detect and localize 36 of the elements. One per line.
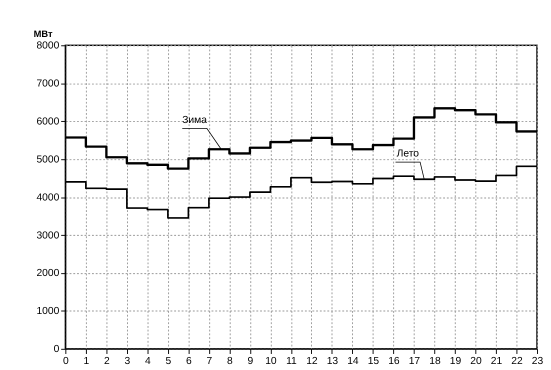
x-tick-label: 10 — [265, 356, 277, 368]
x-tick-label: 23 — [532, 356, 544, 368]
x-tick-label: 12 — [306, 356, 318, 368]
x-tick-label: 21 — [490, 356, 502, 368]
x-tick-label: 13 — [326, 356, 338, 368]
x-tick-label: 11 — [286, 356, 298, 368]
y-axis-title: МВт — [34, 28, 54, 39]
y-tick-label: 5000 — [36, 154, 60, 166]
x-tick-label: 6 — [186, 356, 192, 368]
x-tick-label: 16 — [388, 356, 400, 368]
y-tick-label: 2000 — [36, 268, 60, 280]
x-tick-label: 7 — [206, 356, 213, 368]
y-tick-label: 6000 — [36, 116, 60, 128]
x-tick-label: 18 — [429, 356, 441, 368]
x-tick-label: 9 — [248, 356, 254, 368]
y-tick-label: 7000 — [36, 78, 60, 90]
x-tick-label: 15 — [368, 356, 380, 368]
x-tick-label: 19 — [450, 356, 462, 368]
x-tick-label: 1 — [83, 356, 90, 368]
y-tick-label: 1000 — [36, 306, 60, 318]
x-tick-label: 2 — [104, 356, 110, 368]
x-tick-label: 17 — [408, 356, 420, 368]
text: Зима — [182, 114, 208, 126]
x-tick-label: 14 — [347, 356, 359, 368]
x-tick-label: 22 — [511, 356, 523, 368]
y-tick-label: 3000 — [36, 230, 60, 242]
x-tick-label: 20 — [470, 356, 482, 368]
y-tick-label: 8000 — [36, 40, 60, 52]
y-tick-label: 0 — [54, 344, 60, 356]
series-label: Лето — [396, 148, 420, 160]
x-tick-label: 8 — [227, 356, 234, 368]
x-tick-label: 4 — [145, 356, 151, 368]
y-tick-label: 4000 — [36, 192, 60, 204]
x-tick-label: 0 — [62, 356, 69, 368]
x-tick-label: 3 — [124, 356, 130, 368]
x-tick-label: 5 — [166, 356, 172, 368]
